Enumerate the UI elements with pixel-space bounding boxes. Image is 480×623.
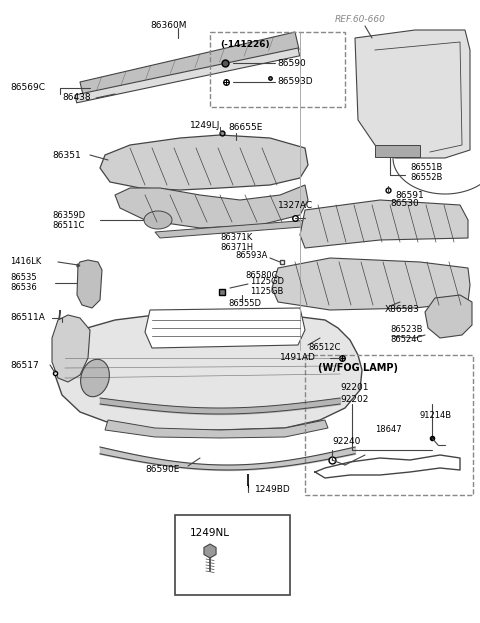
Text: 86360M: 86360M — [150, 21, 187, 29]
Text: 86593A: 86593A — [235, 250, 267, 260]
Text: 86580C: 86580C — [245, 270, 277, 280]
Polygon shape — [105, 420, 328, 438]
Polygon shape — [145, 308, 305, 348]
Text: 18647: 18647 — [375, 426, 402, 434]
Polygon shape — [155, 220, 315, 238]
Text: 86591: 86591 — [395, 191, 424, 199]
Text: 1125GB: 1125GB — [250, 287, 283, 297]
Polygon shape — [52, 315, 90, 382]
Text: 92240: 92240 — [332, 437, 360, 447]
Text: 1125GD: 1125GD — [250, 277, 284, 287]
Text: 86593D: 86593D — [277, 77, 312, 87]
Text: 86535: 86535 — [10, 273, 36, 282]
Bar — [375, 145, 420, 157]
Text: 86655E: 86655E — [228, 123, 263, 133]
Text: 1249BD: 1249BD — [255, 485, 291, 495]
Text: 86371K: 86371K — [220, 234, 252, 242]
Text: 86359D: 86359D — [52, 211, 85, 219]
Text: 86511A: 86511A — [10, 313, 45, 323]
Bar — [305, 355, 473, 495]
Text: 86438: 86438 — [62, 93, 91, 103]
Text: 1327AC: 1327AC — [278, 201, 313, 209]
Bar — [210, 32, 345, 107]
Polygon shape — [115, 185, 308, 228]
Text: 86523B: 86523B — [390, 325, 422, 335]
Text: 86511C: 86511C — [52, 221, 84, 229]
Text: 86536: 86536 — [10, 283, 37, 293]
Text: 1491AD: 1491AD — [280, 353, 316, 363]
Text: 86590: 86590 — [277, 59, 306, 67]
Text: 91214B: 91214B — [420, 411, 452, 419]
Text: 86371H: 86371H — [220, 242, 253, 252]
Polygon shape — [300, 200, 468, 248]
Text: 86512C: 86512C — [308, 343, 340, 353]
Text: 86552B: 86552B — [410, 173, 443, 183]
Polygon shape — [425, 295, 472, 338]
Polygon shape — [55, 310, 362, 430]
Text: 86555D: 86555D — [228, 298, 261, 308]
Text: 1249NL: 1249NL — [190, 528, 230, 538]
Text: 86569C: 86569C — [10, 83, 45, 92]
Polygon shape — [355, 30, 470, 158]
Text: 92201: 92201 — [340, 384, 369, 392]
Text: 1416LK: 1416LK — [10, 257, 41, 267]
Text: 86530: 86530 — [390, 199, 419, 207]
Text: (W/FOG LAMP): (W/FOG LAMP) — [318, 363, 398, 373]
Polygon shape — [77, 260, 102, 308]
Bar — [175, 515, 290, 595]
Text: 86590E: 86590E — [145, 465, 180, 475]
Text: 1249LJ: 1249LJ — [190, 120, 220, 130]
Text: 86524C: 86524C — [390, 336, 422, 345]
Ellipse shape — [81, 359, 109, 397]
Text: (-141226): (-141226) — [220, 39, 270, 49]
Text: 86351: 86351 — [52, 151, 81, 159]
Text: 86551B: 86551B — [410, 163, 443, 173]
Text: REF.60-660: REF.60-660 — [335, 16, 386, 24]
Polygon shape — [100, 135, 308, 190]
Polygon shape — [80, 32, 299, 100]
Ellipse shape — [144, 211, 172, 229]
Text: 92202: 92202 — [340, 396, 368, 404]
Polygon shape — [272, 258, 470, 310]
Text: X86583: X86583 — [385, 305, 420, 315]
Text: 86517: 86517 — [10, 361, 39, 369]
Polygon shape — [75, 48, 300, 103]
